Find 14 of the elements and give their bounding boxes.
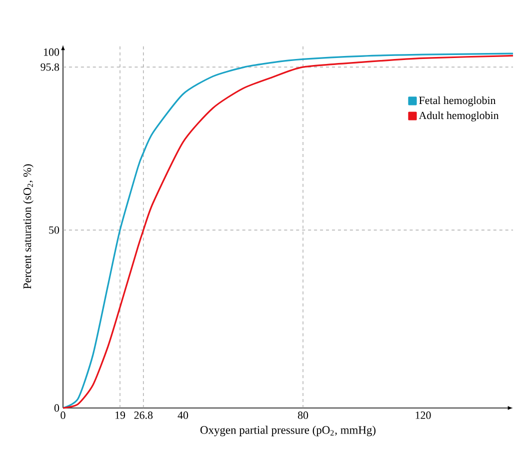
legend-label: Fetal hemoglobin (419, 96, 496, 106)
x-tick-label: 80 (298, 412, 308, 419)
y-tick-label: 100 (44, 48, 60, 56)
x-tick-label: 0 (60, 412, 66, 419)
y-axis-title: Percent saturation (sO$_{2}$, %) (23, 164, 34, 289)
legend-label: Adult hemoglobin (418, 111, 499, 122)
y-tick-label: 95.8 (40, 63, 60, 71)
y-tick-label: 0 (54, 404, 60, 412)
x-tick-label: 26.8 (134, 412, 153, 419)
x-axis-title: Oxygen partial pressure (pO$_{2}$, mmHg) (200, 426, 376, 436)
x-tick-label: 120 (416, 412, 431, 419)
y-tick-label: 50 (49, 226, 60, 234)
x-tick-label: 40 (178, 412, 188, 419)
x-tick-label: 19 (115, 412, 126, 419)
